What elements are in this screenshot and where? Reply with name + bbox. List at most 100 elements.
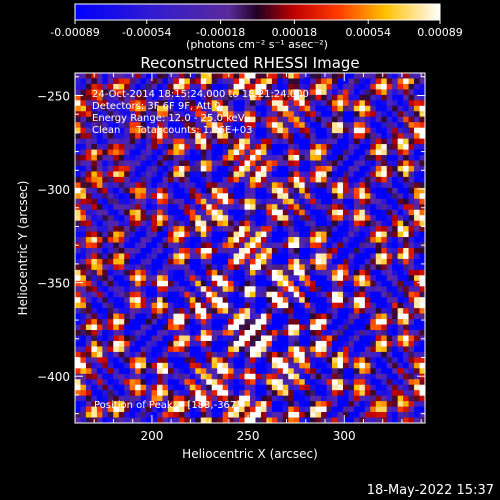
heatmap-pixel bbox=[282, 127, 289, 134]
heatmap-pixel bbox=[255, 412, 262, 418]
heatmap-pixel bbox=[370, 226, 377, 232]
heatmap-pixel bbox=[146, 144, 152, 150]
heatmap-pixel bbox=[75, 73, 81, 79]
y-axis-label: Heliocentric Y (arcsec) bbox=[16, 181, 30, 316]
heatmap-pixel bbox=[85, 308, 92, 314]
heatmap-pixel bbox=[304, 100, 311, 107]
heatmap-pixel bbox=[222, 368, 229, 375]
heatmap-pixel bbox=[397, 406, 404, 413]
heatmap-pixel bbox=[332, 193, 338, 200]
heatmap-pixel bbox=[364, 379, 371, 386]
heatmap-pixel bbox=[293, 373, 300, 380]
heatmap-pixel bbox=[288, 94, 295, 101]
heatmap-pixel bbox=[118, 171, 125, 178]
heatmap-pixel bbox=[304, 237, 311, 243]
heatmap-pixel bbox=[124, 209, 130, 216]
heatmap-pixel bbox=[386, 105, 393, 112]
heatmap-pixel bbox=[85, 100, 92, 107]
heatmap-pixel bbox=[353, 242, 360, 249]
heatmap-pixel bbox=[233, 155, 240, 161]
heatmap-pixel bbox=[304, 231, 311, 238]
heatmap-pixel bbox=[222, 237, 229, 243]
heatmap-pixel bbox=[200, 209, 207, 216]
heatmap-pixel bbox=[370, 187, 377, 194]
heatmap-pixel bbox=[403, 368, 409, 375]
heatmap-pixel bbox=[75, 297, 81, 303]
heatmap-pixel bbox=[206, 351, 213, 358]
heatmap-pixel bbox=[162, 412, 169, 418]
heatmap-pixel bbox=[85, 220, 92, 227]
heatmap-pixel bbox=[91, 335, 98, 342]
heatmap-pixel bbox=[140, 193, 147, 200]
heatmap-pixel bbox=[397, 302, 404, 309]
heatmap-pixel bbox=[173, 111, 180, 118]
heatmap-pixel bbox=[244, 111, 251, 118]
heatmap-pixel bbox=[255, 313, 262, 320]
heatmap-pixel bbox=[113, 412, 120, 418]
heatmap-pixel bbox=[91, 390, 98, 396]
heatmap-pixel bbox=[419, 264, 425, 271]
heatmap-pixel bbox=[293, 83, 300, 90]
heatmap-pixel bbox=[348, 258, 355, 265]
heatmap-pixel bbox=[211, 226, 218, 232]
heatmap-pixel bbox=[326, 368, 333, 375]
heatmap-pixel bbox=[151, 193, 158, 200]
heatmap-pixel bbox=[332, 133, 338, 139]
heatmap-pixel bbox=[288, 253, 295, 260]
heatmap-pixel bbox=[277, 138, 284, 145]
heatmap-pixel bbox=[326, 319, 333, 325]
heatmap-pixel bbox=[381, 187, 388, 194]
heatmap-pixel bbox=[113, 182, 120, 189]
heatmap-pixel bbox=[233, 220, 240, 227]
heatmap-pixel bbox=[118, 100, 125, 107]
heatmap-pixel bbox=[118, 248, 125, 254]
heatmap-pixel bbox=[271, 105, 278, 112]
heatmap-pixel bbox=[293, 297, 300, 303]
heatmap-pixel bbox=[370, 291, 377, 298]
heatmap-pixel bbox=[167, 171, 174, 178]
heatmap-pixel bbox=[228, 297, 234, 303]
heatmap-pixel bbox=[408, 340, 415, 347]
heatmap-pixel bbox=[80, 231, 87, 238]
heatmap-pixel bbox=[157, 258, 163, 265]
heatmap-pixel bbox=[408, 160, 415, 167]
heatmap-pixel bbox=[129, 94, 136, 101]
heatmap-pixel bbox=[375, 335, 382, 342]
heatmap-pixel bbox=[315, 335, 322, 342]
heatmap-pixel bbox=[75, 100, 81, 107]
heatmap-pixel bbox=[140, 319, 147, 325]
heatmap-pixel bbox=[217, 171, 223, 178]
heatmap-pixel bbox=[255, 193, 262, 200]
heatmap-pixel bbox=[266, 242, 273, 249]
heatmap-pixel bbox=[386, 204, 393, 211]
heatmap-pixel bbox=[91, 155, 98, 161]
heatmap-pixel bbox=[140, 133, 147, 139]
heatmap-pixel bbox=[85, 406, 92, 413]
heatmap-pixel bbox=[326, 379, 333, 386]
heatmap-pixel bbox=[102, 335, 109, 342]
heatmap-pixel bbox=[107, 165, 114, 172]
heatmap-pixel bbox=[102, 83, 109, 90]
heatmap-pixel bbox=[326, 340, 333, 347]
heatmap-pixel bbox=[326, 127, 333, 134]
heatmap-pixel bbox=[260, 73, 267, 79]
heatmap-pixel bbox=[162, 122, 169, 128]
heatmap-pixel bbox=[419, 78, 425, 85]
heatmap-pixel bbox=[419, 379, 425, 386]
heatmap-pixel bbox=[102, 406, 109, 413]
heatmap-pixel bbox=[299, 83, 305, 90]
heatmap-pixel bbox=[277, 390, 284, 396]
heatmap-pixel bbox=[140, 248, 147, 254]
heatmap-pixel bbox=[304, 160, 311, 167]
heatmap-pixel bbox=[255, 215, 262, 221]
heatmap-pixel bbox=[315, 258, 322, 265]
heatmap-pixel bbox=[348, 324, 355, 331]
heatmap-pixel bbox=[364, 412, 371, 418]
heatmap-pixel bbox=[282, 379, 289, 386]
heatmap-pixel bbox=[266, 182, 273, 189]
heatmap-pixel bbox=[250, 258, 256, 265]
heatmap-pixel bbox=[146, 264, 152, 271]
heatmap-pixel bbox=[228, 111, 234, 118]
heatmap-pixel bbox=[129, 286, 136, 293]
heatmap-pixel bbox=[211, 160, 218, 167]
